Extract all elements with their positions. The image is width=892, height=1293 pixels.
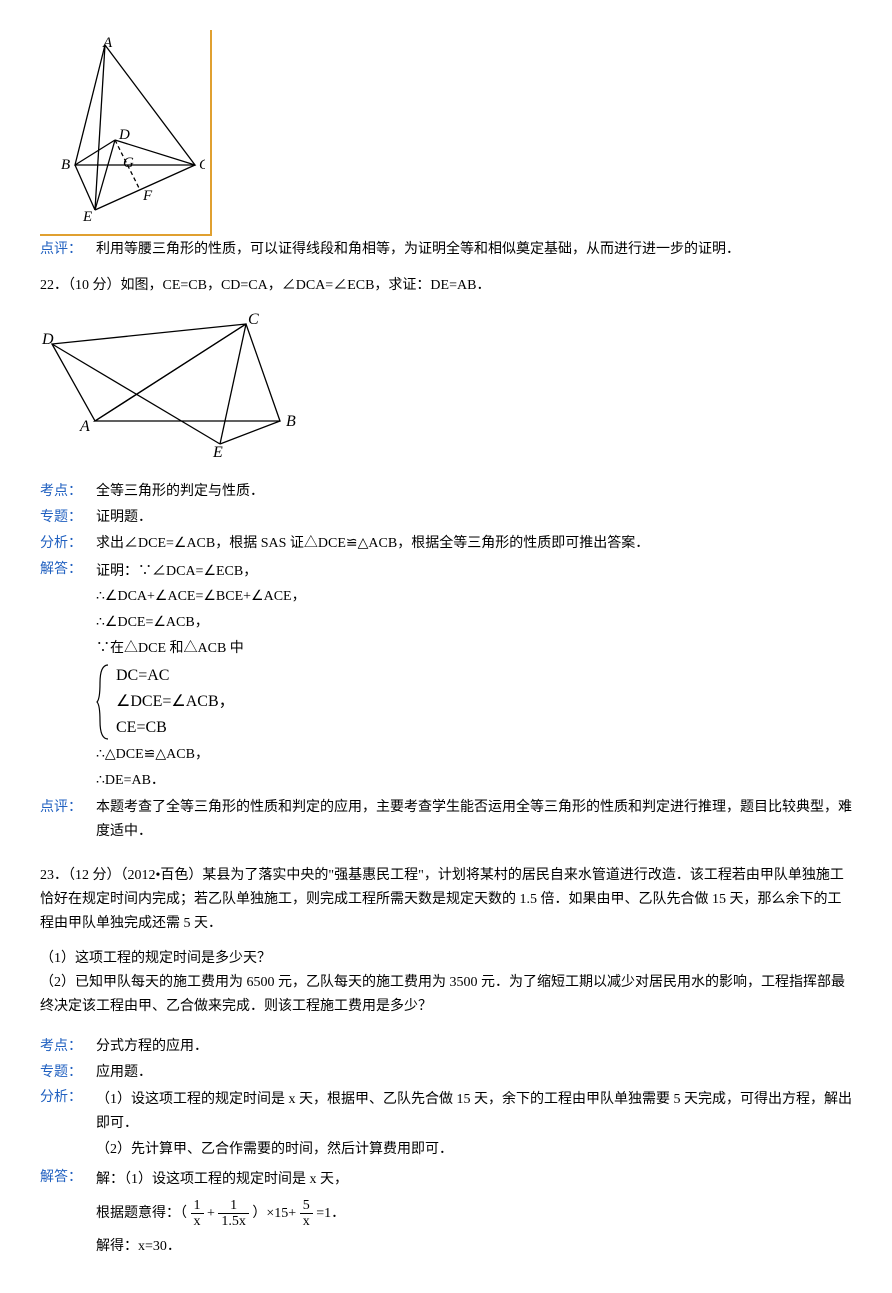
fx-label: 分析： xyxy=(40,1086,96,1163)
p21-review-row: 点评： 利用等腰三角形的性质，可以证得线段和角相等，为证明全等和相似奠定基础，从… xyxy=(40,238,852,262)
equation-brace: DC=AC ∠DCE=∠ACB， CE=CB xyxy=(96,663,852,741)
p22-jd-line: ∵在△DCE 和△ACB 中 xyxy=(96,637,852,661)
fx-label: 分析： xyxy=(40,532,96,556)
topic-label: 专题： xyxy=(40,506,96,530)
svg-text:A: A xyxy=(79,418,90,435)
p22-fx-text: 求出∠DCE=∠ACB，根据 SAS 证△DCE≌△ACB，根据全等三角形的性质… xyxy=(96,532,852,556)
p22-jd-line: ∴DE=AB． xyxy=(96,769,852,793)
review-label: 点评： xyxy=(40,238,96,262)
p23-jd-line: 解：（1）设这项工程的规定时间是 x 天， xyxy=(96,1168,852,1192)
p23-topic-text: 应用题． xyxy=(96,1061,852,1085)
p22-jd-line: ∴∠DCA+∠ACE=∠BCE+∠ACE， xyxy=(96,585,852,609)
review-label: 点评： xyxy=(40,796,96,844)
p22-jd-line: 证明：∵∠DCA=∠ECB， xyxy=(96,560,852,584)
svg-text:G: G xyxy=(123,155,134,171)
svg-text:D: D xyxy=(118,127,130,143)
topic-label: 专题： xyxy=(40,1061,96,1085)
p22-jd-row: 解答： 证明：∵∠DCA=∠ECB， ∴∠DCA+∠ACE=∠BCE+∠ACE，… xyxy=(40,558,852,795)
p23-fx-line: （2）先计算甲、乙合作需要的时间，然后计算费用即可． xyxy=(96,1138,852,1162)
svg-text:E: E xyxy=(82,209,92,225)
p22-kd-row: 考点： 全等三角形的判定与性质． xyxy=(40,480,852,504)
p22-jd-line: ∴△DCE≌△ACB， xyxy=(96,743,852,767)
jd-label: 解答： xyxy=(40,558,96,795)
svg-text:B: B xyxy=(61,157,70,173)
fraction: 1x xyxy=(191,1198,204,1230)
jd-label: 解答： xyxy=(40,1166,96,1261)
p22-review-row: 点评： 本题考查了全等三角形的性质和判定的应用，主要考查学生能否运用全等三角形的… xyxy=(40,796,852,844)
svg-text:A: A xyxy=(102,35,113,51)
fraction: 11.5x xyxy=(218,1198,249,1230)
triangle-figure-2: D A C B E xyxy=(40,309,300,459)
problem-21-figure: A B C D E F G xyxy=(40,30,852,236)
svg-text:B: B xyxy=(286,413,296,430)
p23-topic-row: 专题： 应用题． xyxy=(40,1061,852,1085)
p23-jd-equation: 根据题意得：（ 1x + 11.5x ）×15+ 5x =1． xyxy=(96,1198,852,1230)
kd-label: 考点： xyxy=(40,1035,96,1059)
p22-title: 22．（10 分）如图，CE=CB，CD=CA，∠DCA=∠ECB，求证：DE=… xyxy=(40,274,852,298)
p23-title: 23．（12 分）（2012•百色）某县为了落实中央的"强基惠民工程"，计划将某… xyxy=(40,864,852,935)
p22-fx-row: 分析： 求出∠DCE=∠ACB，根据 SAS 证△DCE≌△ACB，根据全等三角… xyxy=(40,532,852,556)
p23-jd-row: 解答： 解：（1）设这项工程的规定时间是 x 天， 根据题意得：（ 1x + 1… xyxy=(40,1166,852,1261)
left-brace-icon xyxy=(96,663,112,741)
svg-text:C: C xyxy=(199,157,205,173)
brace-line: DC=AC xyxy=(116,663,235,689)
figure-border: A B C D E F G xyxy=(40,30,212,236)
svg-text:D: D xyxy=(41,331,54,348)
p22-jd-content: 证明：∵∠DCA=∠ECB， ∴∠DCA+∠ACE=∠BCE+∠ACE， ∴∠D… xyxy=(96,558,852,795)
p23-fx-content: （1）设这项工程的规定时间是 x 天，根据甲、乙队先合做 15 天，余下的工程由… xyxy=(96,1086,852,1163)
eq-prefix: 根据题意得：（ xyxy=(96,1206,187,1221)
p23-jd-content: 解：（1）设这项工程的规定时间是 x 天， 根据题意得：（ 1x + 11.5x… xyxy=(96,1166,852,1261)
p23-q1: （1）这项工程的规定时间是多少天？ xyxy=(40,947,852,971)
svg-text:E: E xyxy=(212,444,223,459)
p22-topic-text: 证明题． xyxy=(96,506,852,530)
p23-jd-line: 解得：x=30． xyxy=(96,1235,852,1259)
eq-suffix: =1． xyxy=(316,1206,345,1221)
eq-mid: ）×15+ xyxy=(252,1206,296,1221)
plus-sign: + xyxy=(207,1206,215,1221)
brace-line: CE=CB xyxy=(116,715,235,741)
p23-fx-line: （1）设这项工程的规定时间是 x 天，根据甲、乙队先合做 15 天，余下的工程由… xyxy=(96,1088,852,1136)
problem-22-figure: D A C B E xyxy=(40,309,852,468)
triangle-figure-1: A B C D E F G xyxy=(45,35,205,225)
p22-jd-line: ∴∠DCE=∠ACB， xyxy=(96,611,852,635)
p21-review-text: 利用等腰三角形的性质，可以证得线段和角相等，为证明全等和相似奠定基础，从而进行进… xyxy=(96,238,852,262)
fraction: 5x xyxy=(300,1198,313,1230)
kd-label: 考点： xyxy=(40,480,96,504)
p22-review-text: 本题考查了全等三角形的性质和判定的应用，主要考查学生能否运用全等三角形的性质和判… xyxy=(96,796,852,844)
p23-kd-text: 分式方程的应用． xyxy=(96,1035,852,1059)
p22-topic-row: 专题： 证明题． xyxy=(40,506,852,530)
brace-line: ∠DCE=∠ACB， xyxy=(116,689,235,715)
p22-kd-text: 全等三角形的判定与性质． xyxy=(96,480,852,504)
svg-text:C: C xyxy=(248,311,259,328)
svg-text:F: F xyxy=(142,188,153,204)
p23-q2: （2）已知甲队每天的施工费用为 6500 元，乙队每天的施工费用为 3500 元… xyxy=(40,971,852,1019)
p23-fx-row: 分析： （1）设这项工程的规定时间是 x 天，根据甲、乙队先合做 15 天，余下… xyxy=(40,1086,852,1163)
p23-kd-row: 考点： 分式方程的应用． xyxy=(40,1035,852,1059)
